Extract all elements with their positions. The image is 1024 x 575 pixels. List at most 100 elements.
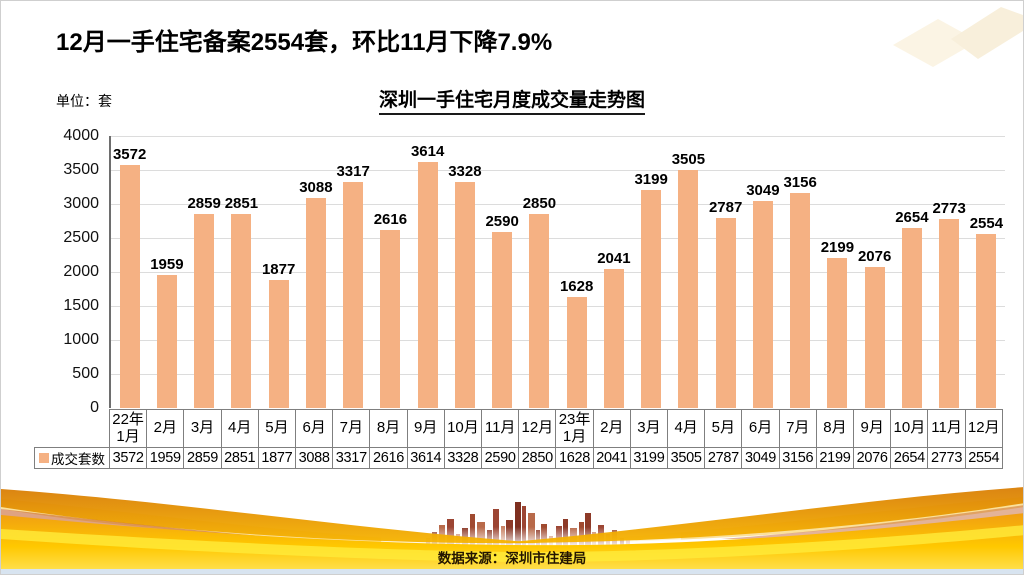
bar-slot: 3614 — [409, 136, 446, 408]
bar-slot: 2199 — [819, 136, 856, 408]
bar-value-label: 3049 — [746, 181, 780, 199]
bar — [492, 231, 513, 408]
bar — [864, 266, 885, 408]
bar-slot: 3572 — [111, 136, 148, 408]
bar-slot: 1959 — [148, 136, 185, 408]
bar-value-label: 2076 — [857, 247, 892, 265]
month-cell: 5月 — [704, 409, 743, 448]
month-cell: 11月 — [927, 409, 966, 448]
bar — [380, 230, 401, 408]
bar-value-label: 3156 — [783, 174, 817, 192]
bar-value-label: 1959 — [150, 255, 184, 273]
value-cell: 3088 — [295, 447, 334, 469]
value-cell: 2616 — [369, 447, 408, 469]
bar-value-label: 2590 — [485, 212, 519, 230]
value-cell: 2076 — [853, 447, 892, 469]
gridline — [111, 340, 1005, 341]
gridline — [111, 306, 1005, 307]
value-cell: 3614 — [406, 447, 445, 469]
bar-slot: 3156 — [782, 136, 819, 408]
value-cell: 3156 — [778, 447, 817, 469]
bottom-strip — [1, 569, 1023, 574]
page-title: 12月一手住宅备案2554套，环比11月下降7.9% — [56, 29, 553, 56]
value-cell: 3199 — [629, 447, 669, 469]
bar-slot: 2590 — [484, 136, 521, 408]
value-cell: 2850 — [518, 447, 557, 469]
value-cell: 2590 — [481, 447, 520, 469]
value-cell: 3572 — [109, 447, 148, 469]
bar — [790, 193, 811, 408]
y-tick-label: 4000 — [63, 127, 99, 144]
value-cell: 1877 — [257, 447, 297, 469]
bar — [752, 200, 773, 408]
y-tick-label: 3000 — [63, 195, 99, 212]
month-cell: 22年 1月 — [109, 409, 148, 448]
month-cell: 4月 — [667, 409, 706, 448]
corner-ribbon-decor — [893, 7, 1023, 67]
plot-area: 3572 1959 2859 2851 1877 3088 3317 2616 3614 3328… — [109, 136, 1005, 408]
wave-deep-right — [501, 487, 1023, 543]
month-cell: 7月 — [332, 409, 371, 448]
legend-swatch-icon — [39, 453, 49, 463]
bar — [939, 219, 960, 408]
x-axis-table: 22年 1月 2月 3月 4月 5月 6月 7月 8月 9月 10月 11月 12月 23年 1月 2月 3月 4… — [109, 409, 1003, 469]
month-row: 22年 1月 2月 3月 4月 5月 6月 7月 8月 9月 10月 11月 12月 23年 1月 2月 3月 4… — [109, 409, 1003, 448]
bar-value-label: 2041 — [597, 250, 631, 268]
value-cell: 2554 — [964, 447, 1003, 469]
bar-value-label: 2850 — [522, 195, 557, 213]
bar-slot: 1628 — [558, 136, 595, 408]
month-cell: 12月 — [964, 409, 1003, 448]
bar-value-label: 3199 — [634, 171, 668, 189]
bar-value-label: 3505 — [671, 150, 706, 168]
bar — [901, 227, 922, 408]
bar-value-label: 2654 — [895, 208, 929, 226]
value-cell: 2773 — [927, 447, 966, 469]
bar-value-label: 2773 — [932, 200, 966, 218]
legend-label: 成交套数 — [51, 452, 105, 467]
bar-slot: 3505 — [670, 136, 707, 408]
y-tick-label: 3500 — [63, 161, 99, 178]
bar-slot: 3199 — [633, 136, 670, 408]
bar-slot: 2554 — [968, 136, 1005, 408]
bar-value-label: 2616 — [373, 211, 408, 229]
bar — [119, 165, 140, 408]
month-cell: 12月 — [518, 409, 557, 448]
bar — [641, 190, 662, 408]
bar-slot: 3317 — [335, 136, 372, 408]
gridline — [111, 374, 1005, 375]
y-tick-label: 2500 — [63, 229, 99, 246]
legend-cell: 成交套数 — [34, 447, 110, 469]
gridline — [111, 204, 1005, 205]
value-cell: 3328 — [443, 447, 483, 469]
bar-value-label: 3317 — [336, 163, 370, 181]
bar-slot: 2787 — [707, 136, 744, 408]
month-cell: 10月 — [443, 409, 483, 448]
footer-graphic — [1, 487, 1023, 574]
bar-value-label: 2199 — [820, 239, 855, 257]
month-cell: 10月 — [890, 409, 929, 448]
value-cell: 2787 — [704, 447, 743, 469]
gridline — [111, 272, 1005, 273]
bar-slot: 2773 — [931, 136, 968, 408]
wave-highlight — [1, 525, 1023, 563]
value-row: 3572 1959 2859 2851 1877 3088 3317 2616 3614 3328… — [109, 447, 1003, 469]
bar — [231, 214, 252, 408]
data-source-label: 数据来源：深圳市住建局 — [437, 551, 587, 566]
bar-slot: 2851 — [223, 136, 260, 408]
month-cell: 9月 — [406, 409, 445, 448]
wave-main — [1, 513, 1023, 574]
y-tick-label: 1000 — [63, 331, 99, 348]
value-cell: 2654 — [890, 447, 929, 469]
month-cell: 9月 — [853, 409, 892, 448]
bar — [194, 213, 215, 408]
value-cell: 2199 — [815, 447, 855, 469]
gridline — [111, 170, 1005, 171]
value-cell: 3505 — [667, 447, 706, 469]
month-cell: 2月 — [146, 409, 185, 448]
bar-value-label: 1628 — [559, 278, 594, 296]
y-tick-label: 2000 — [63, 263, 99, 280]
bar-slot: 3088 — [297, 136, 334, 408]
bar-slot: 1877 — [260, 136, 297, 408]
bar — [603, 269, 624, 408]
